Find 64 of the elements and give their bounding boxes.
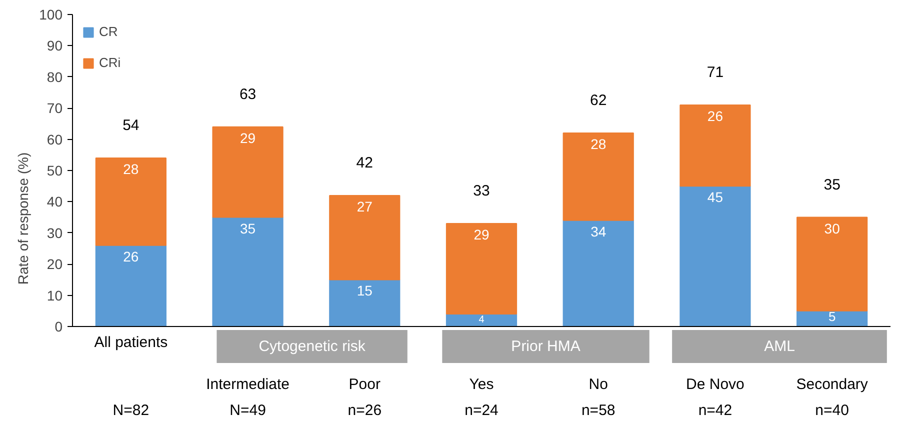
text: AML [764, 338, 795, 355]
bar [329, 279, 400, 327]
data-label: 28 [590, 136, 606, 152]
data-label: 29 [474, 226, 490, 243]
total-label: 71 [706, 64, 724, 81]
data-label: 45 [707, 189, 724, 206]
bar [446, 223, 518, 315]
total-label: 42 [356, 154, 373, 172]
data-label: 26 [707, 108, 724, 124]
bar [212, 216, 284, 327]
text: n=40 [815, 402, 849, 419]
x-tick-label: De Novo [686, 376, 744, 393]
text: n=24 [464, 402, 498, 419]
data-label: 5 [828, 309, 836, 324]
x-tick-label: Yes [469, 376, 494, 393]
text: Prior HMA [511, 338, 580, 355]
text: N=82 [112, 402, 150, 419]
bar [680, 186, 751, 327]
y-tick-label: 0 [54, 318, 63, 334]
data-label: 34 [590, 223, 606, 240]
data-label: 4 [478, 314, 485, 326]
y-tick-label: 90 [46, 38, 63, 54]
y-tick-label: 100 [39, 6, 63, 22]
y-tick-label: 30 [46, 224, 63, 241]
legend-label: CR [99, 24, 119, 39]
y-tick-label: 10 [46, 287, 63, 304]
total-label: 63 [239, 86, 256, 103]
y-tick-label: 40 [46, 194, 63, 210]
text: Cytogenetic risk [258, 338, 366, 355]
total-label: 33 [473, 182, 490, 200]
text: n=58 [581, 402, 616, 419]
legend-label: CRi [99, 55, 121, 70]
bar [95, 158, 166, 246]
y-tick-label: 20 [46, 256, 63, 272]
text: n=26 [348, 402, 382, 419]
data-label: 28 [123, 161, 139, 178]
y-axis-title: Rate of response (%) [15, 152, 32, 285]
data-label: 27 [356, 198, 373, 214]
y-tick-label: 50 [46, 162, 63, 178]
data-label: 35 [240, 220, 256, 236]
data-label: 29 [240, 130, 256, 146]
text: N=49 [230, 402, 266, 419]
bar [329, 194, 400, 280]
x-tick-label: Intermediate [206, 376, 290, 393]
bar [95, 244, 166, 327]
data-label: 15 [356, 282, 373, 299]
y-tick-label: 60 [46, 131, 63, 148]
text: n=42 [698, 402, 732, 419]
x-tick-label: No [588, 376, 608, 393]
x-tick-label: Secondary [796, 376, 868, 393]
x-tick-label: All patients [94, 334, 168, 351]
bar [680, 104, 751, 187]
data-label: 30 [824, 220, 840, 236]
data-label: 26 [123, 248, 139, 264]
total-label: 54 [122, 117, 140, 134]
bar [562, 220, 634, 327]
bar [562, 132, 634, 221]
total-label: 62 [590, 92, 607, 110]
bar [212, 126, 284, 218]
bar [796, 216, 868, 312]
y-tick-label: 70 [46, 100, 63, 116]
x-tick-label: Poor [348, 376, 380, 393]
y-tick-label: 80 [46, 68, 63, 85]
total-label: 35 [824, 176, 840, 194]
